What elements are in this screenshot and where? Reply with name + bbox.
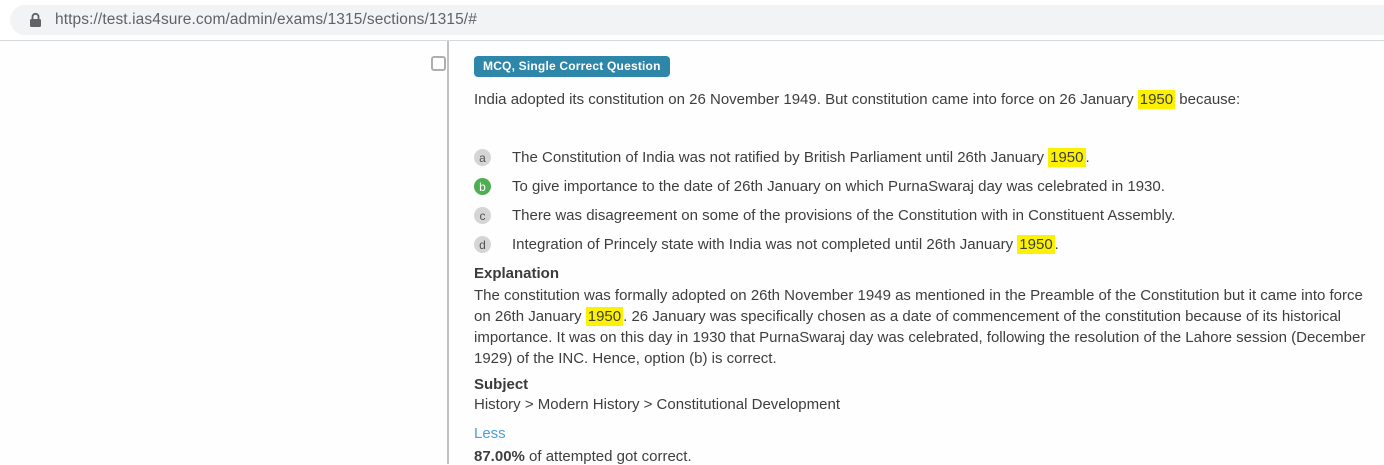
address-bar[interactable]: https://test.ias4sure.com/admin/exams/13… [10,5,1384,35]
subject-section: Subject History > Modern History > Const… [474,376,1370,413]
option-row-a: a The Constitution of India was not rati… [474,148,1370,167]
page-content: MCQ, Single Correct Question India adopt… [0,41,1384,465]
option-letter-badge: b [474,178,491,195]
question-text: India adopted its constitution on 26 Nov… [474,90,1370,109]
option-row-c: c There was disagreement on some of the … [474,207,1370,224]
option-letter-badge: c [474,207,491,224]
browser-toolbar: https://test.ias4sure.com/admin/exams/13… [0,0,1384,41]
option-letter-badge: a [474,149,491,166]
left-gutter [0,41,447,464]
stats-line: 87.00% of attempted got correct. [474,448,1370,465]
option-text-post: . [1085,149,1090,166]
options-list: a The Constitution of India was not rati… [474,148,1370,254]
option-letter-badge: d [474,236,491,253]
option-text-pre: There was disagreement on some of the pr… [512,207,1176,224]
question-text-post: because: [1175,91,1241,108]
explanation-text-post: . 26 January was specifically chosen as … [474,308,1366,367]
question-card: MCQ, Single Correct Question India adopt… [449,41,1384,465]
subject-breadcrumb: History > Modern History > Constitutiona… [474,396,840,413]
option-text-highlight: 1950 [1048,148,1086,167]
option-text: The Constitution of India was not ratifi… [512,148,1090,167]
option-text-highlight: 1950 [1017,235,1055,254]
stats-text: of attempted got correct. [524,448,692,465]
option-text: To give importance to the date of 26th J… [512,178,1165,195]
option-text-pre: Integration of Princely state with India… [512,236,1018,253]
select-question-checkbox[interactable] [431,56,446,71]
question-text-pre: India adopted its constitution on 26 Nov… [474,91,1138,108]
question-type-badge: MCQ, Single Correct Question [474,56,670,77]
lock-icon [29,12,42,28]
explanation-text: The constitution was formally adopted on… [474,285,1370,369]
url-text: https://test.ias4sure.com/admin/exams/13… [55,11,477,28]
subject-heading: Subject [474,376,529,393]
option-text-pre: The Constitution of India was not ratifi… [512,149,1049,166]
explanation-section: Explanation The constitution was formall… [474,265,1370,369]
option-text-pre: To give importance to the date of 26th J… [512,178,1165,195]
explanation-text-highlight: 1950 [585,307,624,326]
explanation-text-pre: The constitution was formally adopted on… [474,287,1363,325]
option-text: Integration of Princely state with India… [512,235,1059,254]
correct-percentage: 87.00% [474,448,525,465]
question-text-highlight: 1950 [1137,90,1176,109]
option-text: There was disagreement on some of the pr… [512,207,1175,224]
option-row-b: b To give importance to the date of 26th… [474,178,1370,195]
vertical-divider [447,41,449,464]
option-text-post: . [1054,236,1059,253]
explanation-heading: Explanation [474,265,560,282]
option-row-d: d Integration of Princely state with Ind… [474,235,1370,254]
less-link[interactable]: Less [474,425,506,442]
